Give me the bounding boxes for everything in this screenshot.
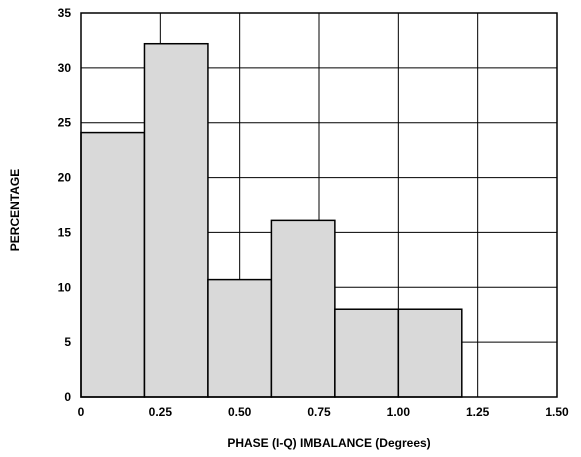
histogram-bar — [270, 219, 336, 398]
bars — [80, 42, 463, 398]
histogram-bar — [397, 308, 463, 398]
y-tick-label: 5 — [64, 335, 71, 349]
histogram-bar — [143, 42, 209, 398]
y-tick-label: 35 — [58, 6, 72, 20]
x-tick-label: 1.25 — [466, 405, 490, 419]
x-tick-label: 1.50 — [545, 405, 569, 419]
histogram-bar — [207, 278, 273, 398]
x-tick-label: 0.75 — [307, 405, 331, 419]
y-tick-label: 25 — [58, 116, 72, 130]
x-tick-labels: 0 0.25 0.50 0.75 1.00 1.25 1.50 — [78, 405, 569, 419]
y-tick-label: 20 — [58, 171, 72, 185]
plot-frame — [80, 12, 558, 398]
y-tick-label: 30 — [58, 61, 72, 75]
y-tick-label: 0 — [64, 390, 71, 404]
y-tick-label: 10 — [58, 280, 72, 294]
x-tick-label: 1.00 — [387, 405, 411, 419]
histogram-bar — [334, 308, 400, 398]
y-tick-labels: 0 5 10 15 20 25 30 35 — [58, 6, 72, 404]
x-tick-label: 0 — [78, 405, 85, 419]
x-tick-label: 0.50 — [228, 405, 252, 419]
y-axis-title: PERCENTAGE — [8, 169, 22, 251]
x-axis-title: PHASE (I-Q) IMBALANCE (Degrees) — [227, 436, 430, 450]
y-tick-label: 15 — [58, 225, 72, 239]
histogram-bar — [80, 131, 146, 398]
x-tick-label: 0.25 — [149, 405, 173, 419]
